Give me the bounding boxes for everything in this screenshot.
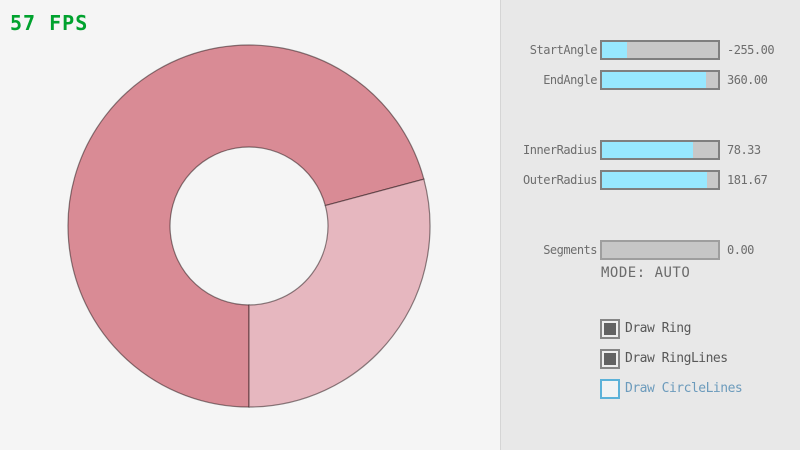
start-angle-slider[interactable] (600, 40, 720, 60)
ring-slice (248, 178, 431, 408)
draw-ringlines-label: Draw RingLines (625, 351, 728, 366)
mode-auto-text: MODE: AUTO (601, 265, 691, 281)
ring-slice (67, 44, 425, 408)
slider-fill-bar (602, 42, 628, 58)
segments-label: Segments (543, 243, 597, 257)
inner-radius-value: 78.33 (727, 143, 761, 157)
slider-fill-bar (602, 142, 693, 158)
outer-radius-value: 181.67 (727, 173, 768, 187)
start-angle-label: StartAngle (529, 43, 598, 57)
checkbox-check-mark (604, 323, 616, 335)
segments-slider[interactable] (600, 240, 720, 260)
outer-radius-slider[interactable] (600, 170, 720, 190)
slider-fill-bar (602, 72, 707, 88)
draw-circlelines-checkbox[interactable] (600, 379, 620, 399)
draw-ringlines-checkbox[interactable] (600, 349, 620, 369)
end-angle-value: 360.00 (727, 73, 768, 87)
checkbox-check-mark (604, 353, 616, 365)
end-angle-slider[interactable] (600, 70, 720, 90)
end-angle-row: EndAngle 360.00 (501, 70, 800, 90)
segments-row: Segments 0.00 (501, 240, 800, 260)
fps-counter: 57 FPS (10, 11, 89, 35)
draw-ring-row: Draw Ring (501, 319, 800, 339)
inner-radius-slider[interactable] (600, 140, 720, 160)
draw-ring-label: Draw Ring (625, 321, 691, 336)
slider-fill-bar (602, 172, 708, 188)
draw-ringlines-row: Draw RingLines (501, 349, 800, 369)
start-angle-value: -255.00 (727, 43, 775, 57)
inner-radius-label: InnerRadius (523, 143, 597, 157)
inner-radius-row: InnerRadius 78.33 (501, 140, 800, 160)
outer-radius-label: OuterRadius (523, 173, 597, 187)
end-angle-label: EndAngle (543, 73, 597, 87)
draw-circlelines-row: Draw CircleLines (501, 379, 800, 399)
start-angle-row: StartAngle -255.00 (501, 40, 800, 60)
draw-circlelines-label: Draw CircleLines (625, 381, 743, 396)
outer-radius-row: OuterRadius 181.67 (501, 170, 800, 190)
controls-panel: StartAngle -255.00 EndAngle 360.00 Inner… (500, 0, 800, 450)
segments-value: 0.00 (727, 243, 754, 257)
draw-ring-checkbox[interactable] (600, 319, 620, 339)
